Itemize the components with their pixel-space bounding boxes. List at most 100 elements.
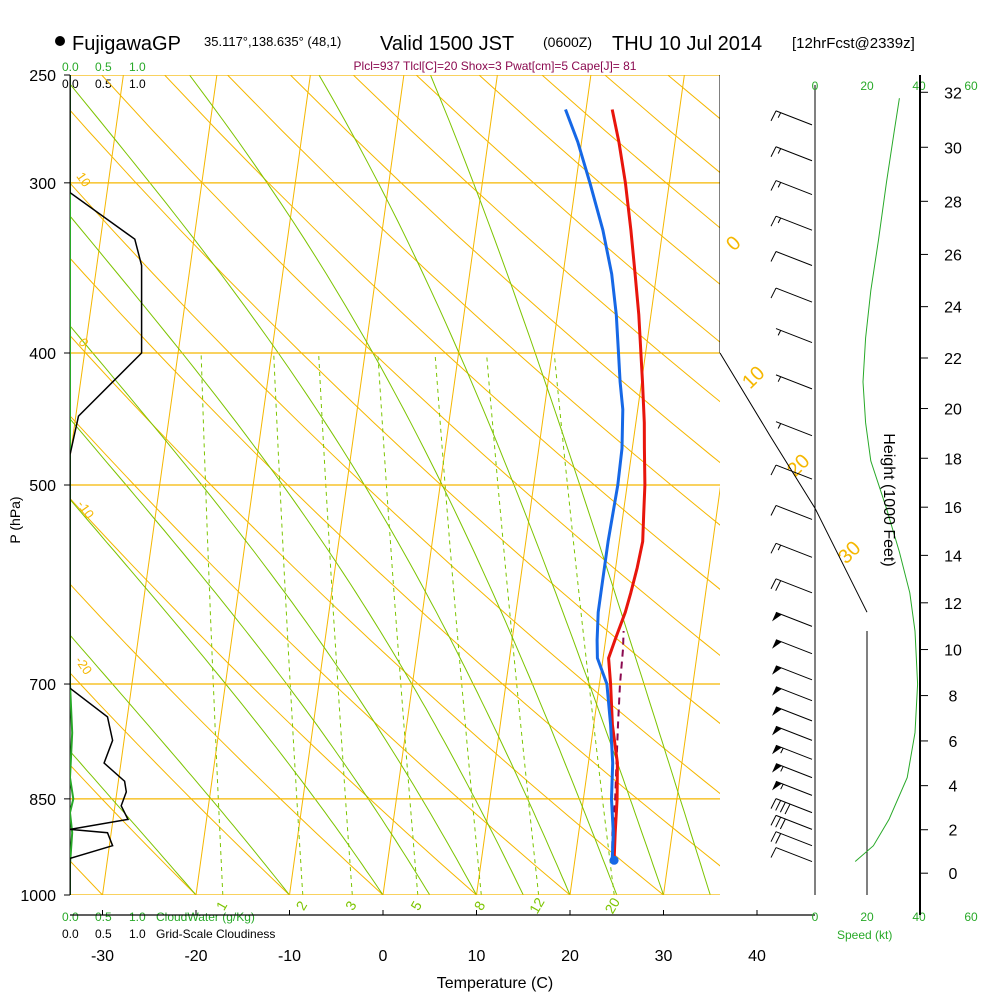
pressure-axis: 250 300 400 500 700 850 1000 bbox=[20, 68, 71, 905]
speed-tick-label: 20 bbox=[860, 79, 874, 93]
barb-staff bbox=[775, 665, 813, 681]
barb-full bbox=[770, 578, 777, 590]
barb-full bbox=[770, 215, 777, 227]
barb-flag bbox=[772, 665, 782, 675]
mixing-ratio-line bbox=[434, 352, 482, 895]
barb-staff bbox=[775, 780, 813, 796]
barb-half bbox=[777, 423, 782, 429]
barb-half bbox=[780, 783, 784, 790]
barb-flag bbox=[772, 706, 782, 716]
barb-staff bbox=[775, 847, 813, 863]
wind-barb bbox=[772, 639, 813, 655]
isotherm-line bbox=[0, 75, 30, 895]
barb-full bbox=[775, 800, 782, 811]
wind-barb bbox=[770, 542, 813, 558]
dry-adiabat-label: 0 bbox=[722, 232, 745, 255]
moist-adiabat-line bbox=[70, 418, 431, 895]
dry-adiabat-line bbox=[70, 257, 720, 867]
mixing-ratio-line bbox=[377, 352, 419, 895]
barb-staff bbox=[775, 146, 813, 162]
barb-full bbox=[779, 818, 786, 830]
cloud-tick: 1.0 bbox=[129, 60, 146, 74]
wind-barb bbox=[770, 215, 813, 231]
cover-tick: 0.5 bbox=[95, 927, 112, 941]
pressure-tick-label: 1000 bbox=[20, 888, 56, 905]
dry-adiabat-line bbox=[70, 583, 384, 895]
moist-adiabat-line bbox=[189, 75, 618, 895]
wind-barb bbox=[772, 611, 813, 627]
barb-full bbox=[770, 464, 777, 476]
wind-barb bbox=[770, 578, 813, 594]
wind-barb bbox=[770, 847, 813, 863]
dry-adiabat-line bbox=[70, 672, 290, 895]
dry-adiabat-line bbox=[70, 109, 720, 725]
barb-half bbox=[777, 544, 782, 551]
isotherm-label: 10 bbox=[73, 169, 94, 189]
barb-flag bbox=[772, 763, 782, 773]
mixing-ratio-label: 12 bbox=[526, 895, 548, 917]
isotherm-line bbox=[663, 486, 720, 895]
barb-half bbox=[777, 182, 782, 188]
forecast-info: [12hrFcst@2339z] bbox=[792, 35, 915, 52]
barb-flag bbox=[772, 745, 782, 755]
wind-speed-line bbox=[854, 98, 919, 862]
barb-full bbox=[775, 833, 782, 844]
cloud-water-line bbox=[70, 75, 75, 895]
barb-full bbox=[770, 287, 777, 299]
barb-staff bbox=[775, 578, 813, 594]
barb-staff bbox=[775, 706, 813, 722]
pressure-tick-label: 400 bbox=[29, 346, 56, 363]
speed-tick-label: 0 bbox=[812, 910, 819, 924]
temperature-line bbox=[607, 109, 647, 861]
temperature-tick-label: 0 bbox=[379, 948, 388, 965]
speed-tick-label: 40 bbox=[912, 910, 926, 924]
barb-staff bbox=[775, 180, 813, 196]
barb-half bbox=[777, 376, 782, 382]
mixing-ratio-line bbox=[318, 352, 353, 895]
pressure-axis-label: P (hPa) bbox=[7, 496, 23, 543]
pressure-tick-label: 500 bbox=[29, 478, 56, 495]
dewpoint-line bbox=[564, 108, 625, 861]
wind-barb bbox=[772, 706, 813, 722]
barb-full bbox=[775, 816, 782, 828]
pressure-tick-label: 850 bbox=[29, 792, 56, 809]
barb-half bbox=[780, 766, 784, 772]
speed-tick-label: 0 bbox=[812, 79, 819, 93]
speed-label: Speed (kt) bbox=[837, 928, 892, 942]
barb-flag bbox=[772, 612, 782, 622]
wind-barb bbox=[770, 180, 813, 196]
speed-panel-edge bbox=[719, 352, 868, 613]
barb-staff bbox=[775, 374, 813, 390]
height-tick-label: 30 bbox=[944, 140, 962, 157]
station-coords: 35.117°,138.635° (48,1) bbox=[204, 34, 341, 49]
moist-adiabat-line bbox=[70, 498, 384, 895]
isotherm-label: 0 bbox=[75, 335, 91, 350]
barb-staff bbox=[775, 215, 813, 231]
temperature-axis-label: Temperature (C) bbox=[437, 975, 553, 992]
height-tick-label: 0 bbox=[949, 866, 958, 883]
barb-half bbox=[777, 112, 782, 118]
barb-staff bbox=[775, 744, 813, 760]
dry-adiabat-line bbox=[164, 75, 720, 590]
barb-full bbox=[775, 580, 782, 591]
height-tick-label: 6 bbox=[949, 734, 958, 751]
barb-half bbox=[777, 217, 782, 224]
sounding-indices: Plcl=937 Tlcl[C]=20 Shox=3 Pwat[cm]=5 Ca… bbox=[354, 59, 637, 73]
moist-adiabat-line bbox=[70, 634, 290, 895]
cover-tick: 1.0 bbox=[129, 77, 146, 91]
wind-barb bbox=[772, 744, 813, 760]
height-tick-label: 24 bbox=[944, 300, 962, 317]
barb-staff bbox=[775, 251, 813, 266]
barb-staff bbox=[775, 421, 813, 437]
cloud-tick: 0.0 bbox=[62, 910, 79, 924]
wind-barb bbox=[772, 665, 813, 681]
barb-staff bbox=[775, 328, 813, 344]
height-tick-label: 16 bbox=[944, 500, 962, 517]
wind-barb bbox=[770, 814, 813, 830]
wind-speed-panel: 00202040406060 bbox=[719, 79, 978, 924]
height-tick-label: 18 bbox=[944, 451, 962, 468]
dry-adiabat-line bbox=[70, 497, 477, 895]
dry-adiabat-label: 10 bbox=[738, 362, 769, 393]
moist-adiabat-line bbox=[70, 325, 477, 895]
valid-time: Valid 1500 JST bbox=[380, 33, 514, 55]
